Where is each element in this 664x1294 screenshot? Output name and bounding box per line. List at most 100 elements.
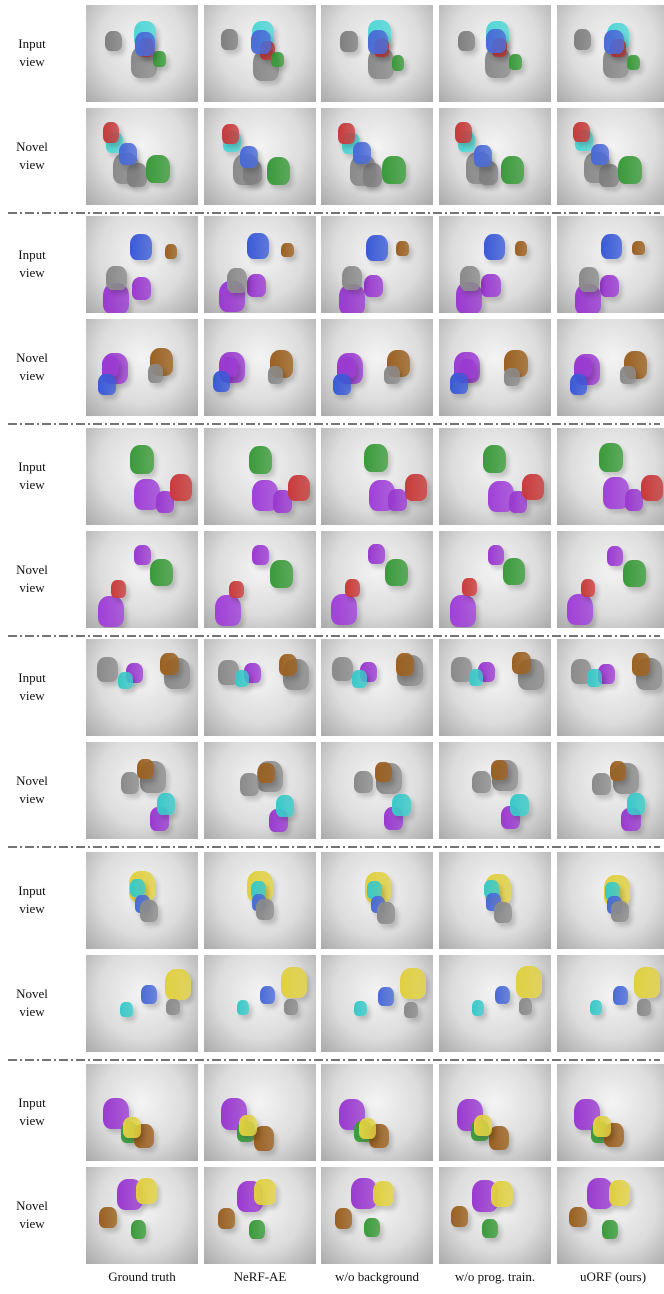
object bbox=[485, 29, 506, 54]
object bbox=[155, 490, 175, 514]
object bbox=[573, 122, 591, 143]
image-panel bbox=[86, 1167, 198, 1264]
object bbox=[474, 145, 493, 167]
image-panel bbox=[321, 742, 433, 839]
object bbox=[392, 794, 411, 817]
image-panel bbox=[204, 1167, 316, 1264]
object bbox=[150, 558, 174, 586]
image-panel bbox=[557, 531, 664, 628]
image-panel bbox=[439, 531, 551, 628]
object bbox=[97, 656, 119, 682]
image-panel bbox=[86, 742, 198, 839]
object bbox=[450, 1205, 469, 1227]
object bbox=[166, 998, 180, 1016]
object bbox=[226, 268, 248, 293]
object bbox=[599, 443, 623, 472]
image-panel bbox=[557, 1064, 664, 1161]
object bbox=[259, 985, 276, 1005]
object bbox=[631, 653, 651, 676]
image-panel bbox=[557, 108, 664, 205]
row-label: Novel view bbox=[16, 773, 48, 806]
object bbox=[279, 653, 298, 676]
column-label: w/o prog. train. bbox=[454, 1269, 536, 1284]
object bbox=[133, 478, 160, 511]
row-label: Novel view bbox=[16, 562, 48, 595]
object bbox=[566, 594, 593, 626]
object bbox=[627, 793, 646, 816]
object bbox=[164, 243, 177, 259]
object bbox=[352, 670, 368, 689]
object bbox=[482, 444, 507, 474]
object bbox=[102, 122, 120, 143]
object bbox=[488, 1125, 509, 1150]
object bbox=[366, 880, 382, 899]
object bbox=[368, 29, 389, 54]
separator bbox=[8, 846, 660, 848]
object bbox=[482, 1218, 499, 1238]
object bbox=[146, 154, 170, 183]
row-label: Input view bbox=[18, 883, 46, 916]
object bbox=[221, 28, 239, 50]
object bbox=[399, 968, 426, 1000]
object bbox=[358, 1117, 377, 1139]
image-panel bbox=[321, 319, 433, 416]
object bbox=[267, 365, 283, 385]
image-panel bbox=[557, 742, 664, 839]
object bbox=[169, 474, 192, 501]
object bbox=[341, 266, 363, 291]
object bbox=[165, 968, 192, 1000]
image-panel bbox=[557, 1167, 664, 1264]
object bbox=[214, 595, 241, 627]
separator bbox=[8, 423, 660, 425]
image-panel bbox=[439, 108, 551, 205]
image-panel bbox=[321, 1167, 433, 1264]
row-label: Novel view bbox=[16, 139, 48, 172]
object bbox=[521, 473, 544, 500]
separator bbox=[8, 212, 660, 214]
object bbox=[391, 55, 405, 71]
row-label: Input view bbox=[18, 247, 46, 280]
object bbox=[281, 966, 307, 998]
object bbox=[217, 1208, 236, 1229]
object bbox=[620, 365, 636, 385]
object bbox=[120, 1001, 133, 1017]
object bbox=[490, 760, 508, 781]
object bbox=[248, 445, 273, 475]
object bbox=[333, 374, 351, 396]
object bbox=[236, 1000, 250, 1016]
object bbox=[344, 579, 360, 597]
object bbox=[396, 240, 409, 256]
image-panel bbox=[321, 5, 433, 102]
object bbox=[592, 772, 612, 796]
image-panel bbox=[321, 108, 433, 205]
column-label: Ground truth bbox=[108, 1269, 176, 1284]
object bbox=[378, 987, 394, 1007]
object bbox=[580, 578, 596, 597]
image-panel bbox=[86, 531, 198, 628]
object bbox=[248, 1220, 265, 1240]
row-label: Input view bbox=[18, 36, 46, 69]
object bbox=[338, 123, 356, 144]
object bbox=[134, 544, 151, 565]
object bbox=[569, 374, 587, 396]
object bbox=[218, 659, 239, 685]
object bbox=[156, 793, 175, 816]
object bbox=[599, 274, 619, 298]
object bbox=[368, 543, 385, 564]
image-panel bbox=[321, 428, 433, 525]
object bbox=[372, 1180, 395, 1207]
row-label: Input view bbox=[18, 670, 46, 703]
object bbox=[98, 596, 124, 628]
object bbox=[604, 882, 620, 901]
object bbox=[637, 999, 652, 1016]
object bbox=[598, 163, 619, 188]
object bbox=[111, 580, 126, 599]
image-panel bbox=[321, 531, 433, 628]
object bbox=[450, 595, 477, 627]
image-panel bbox=[439, 1167, 551, 1264]
image-panel bbox=[204, 428, 316, 525]
object bbox=[119, 143, 138, 165]
object bbox=[130, 878, 146, 897]
image-panel bbox=[557, 216, 664, 313]
